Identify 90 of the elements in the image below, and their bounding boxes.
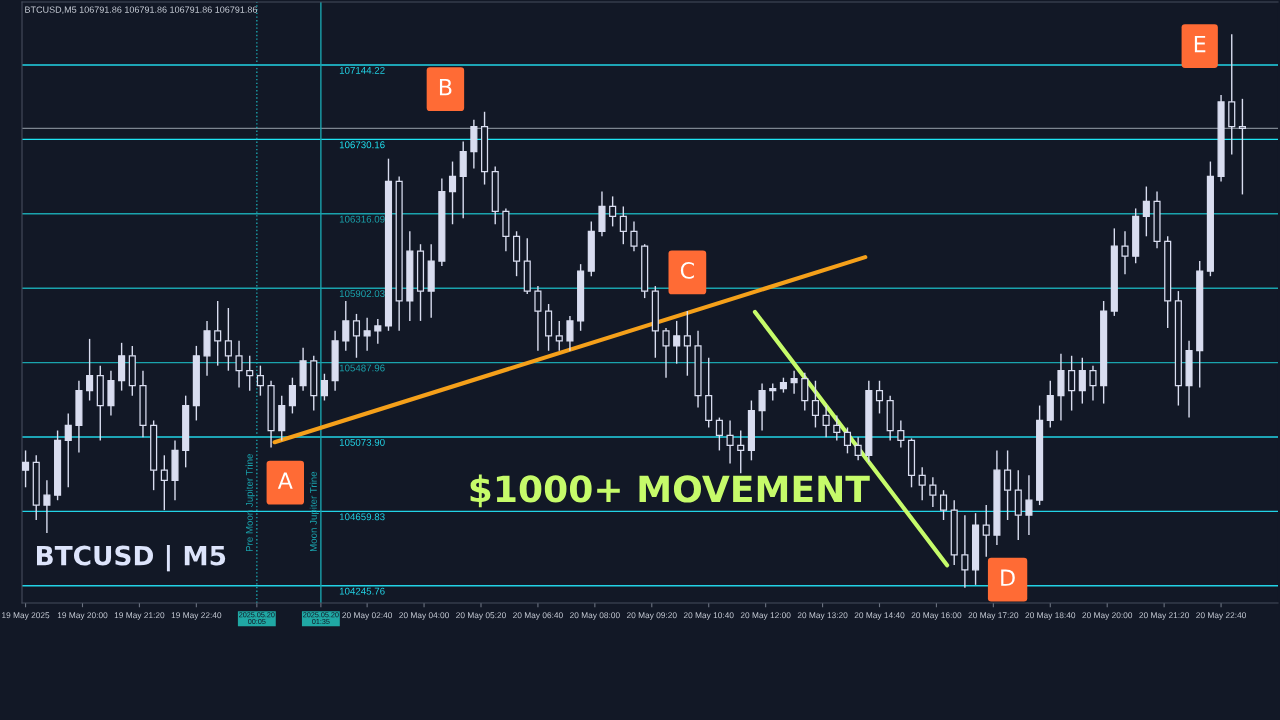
ref-line-label: 105902.03 xyxy=(339,290,385,298)
candlestick xyxy=(352,313,361,359)
x-tick-label: 20 May 18:40 xyxy=(1025,612,1076,620)
ref-line-label: 106316.09 xyxy=(339,215,385,223)
candlestick xyxy=(256,364,264,397)
ref-line-label: 106730.16 xyxy=(339,141,385,149)
candlestick xyxy=(43,479,51,534)
x-tick-label: 20 May 16:00 xyxy=(911,612,962,620)
candlestick xyxy=(288,376,296,415)
candlestick xyxy=(363,317,371,352)
candlestick xyxy=(1121,230,1129,275)
candlestick xyxy=(790,369,798,395)
candlestick xyxy=(662,327,670,379)
x-tick-label: 20 May 10:40 xyxy=(683,612,734,620)
candlestick xyxy=(609,195,617,228)
candlestick xyxy=(534,285,542,352)
candlestick xyxy=(939,489,948,521)
candlestick xyxy=(448,160,457,225)
ref-line-label: 107144.22 xyxy=(339,66,385,74)
x-tick-label: 20 May 06:40 xyxy=(513,612,563,620)
ref-line-label: Pre Moon Jupiter Trine xyxy=(245,454,255,552)
ref-line-label: 105073.90 xyxy=(339,438,385,446)
candlestick xyxy=(1078,357,1086,405)
candlestick xyxy=(235,340,243,389)
candlestick xyxy=(224,307,232,372)
x-tick-label: 20 May 05:20 xyxy=(456,612,506,620)
candlestick xyxy=(1142,185,1150,237)
x-tick-label: 20 May 08:00 xyxy=(570,612,620,620)
annotation: $1000+ MOVEMENT xyxy=(470,474,870,508)
x-tick-label: 20 May 22:40 xyxy=(1196,612,1246,620)
candlestick xyxy=(630,220,638,252)
candlestick xyxy=(918,466,926,501)
candlestick xyxy=(1089,364,1097,402)
annotation: D xyxy=(1001,569,1015,586)
ref-line-label: 104659.83 xyxy=(339,513,385,521)
candlestick xyxy=(875,380,884,415)
candlestick xyxy=(1238,98,1246,196)
candlestick xyxy=(737,429,745,474)
x-tick-label: 19 May 21:20 xyxy=(114,612,165,620)
candlestick xyxy=(1025,474,1033,536)
annotation: B xyxy=(439,79,452,96)
candlestick xyxy=(64,412,72,488)
candlestick xyxy=(982,504,990,558)
annotation: C xyxy=(680,262,694,279)
candlestick xyxy=(246,355,254,392)
x-tick-label: 19 May 20:00 xyxy=(57,612,108,620)
x-tick-label: 19 May 2025 xyxy=(2,612,50,620)
candlestick xyxy=(1004,449,1012,521)
ref-line-label: 105487.96 xyxy=(339,364,385,372)
candlestick xyxy=(22,449,30,488)
candlestick xyxy=(897,419,905,449)
candlestick xyxy=(726,419,734,465)
candlestick xyxy=(801,371,809,412)
text: BTCUSD | M5 xyxy=(36,544,226,572)
x-tick-label: 20 May 17:20 xyxy=(968,612,1019,620)
candlestick xyxy=(320,373,328,402)
candlestick xyxy=(1068,355,1076,412)
candlestick xyxy=(929,476,937,508)
candlestick xyxy=(715,416,723,452)
candlestick xyxy=(961,514,969,589)
candlestick xyxy=(342,300,350,352)
ref-line-label: 104245.76 xyxy=(339,587,385,595)
candlestick xyxy=(683,310,691,377)
x-tick-label: 20 May 04:00 xyxy=(399,612,449,620)
candlestick xyxy=(374,318,382,345)
x-tick-label: 20 May 13:20 xyxy=(797,612,848,620)
candlestick xyxy=(619,205,627,245)
x-tick-label: 20 May 02:40 xyxy=(342,612,393,620)
candlestick xyxy=(833,414,841,442)
x-tick-label: 20 May 21:20 xyxy=(1139,612,1190,620)
annotation: A xyxy=(277,472,293,489)
annotation: E xyxy=(1194,35,1206,53)
chart-subtitle: BTCUSD,M5 106791.86 106791.86 106791.86 106791.86 xyxy=(25,6,258,14)
candlestick xyxy=(822,404,830,439)
x-tick-label: 20 May 20:00 xyxy=(1082,612,1133,620)
x-tick-label: 19 May 22:40 xyxy=(171,612,222,620)
candlestick xyxy=(160,454,168,511)
ref-line-label: Moon Jupiter Trine xyxy=(309,471,319,552)
candlestick xyxy=(811,380,820,429)
candlestick xyxy=(758,382,766,432)
x-tick-label: 20 May 14:40 xyxy=(854,612,905,620)
x-tick-label: 20 May 09:20 xyxy=(626,612,677,620)
candlestick xyxy=(214,300,222,367)
candlestick xyxy=(673,320,681,365)
candlestick xyxy=(86,338,94,402)
candlestick xyxy=(555,320,563,352)
candlestick xyxy=(854,436,862,462)
x-tick-label: 20 May 12:00 xyxy=(740,612,791,620)
candlestick xyxy=(566,315,574,352)
candlestick xyxy=(843,426,852,455)
